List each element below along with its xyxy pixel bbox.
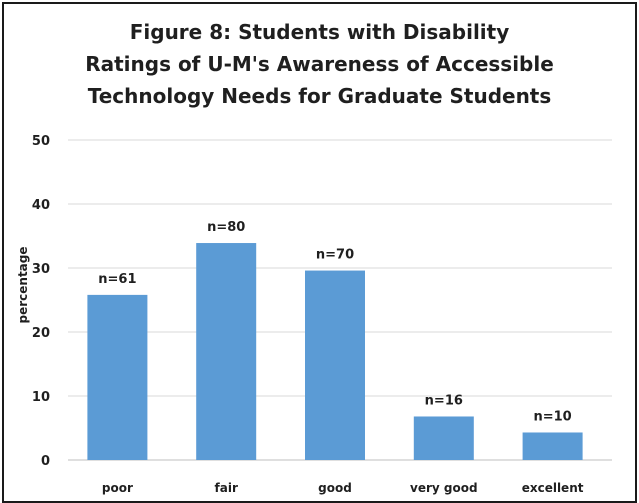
bar-fair (196, 243, 257, 460)
data-label: n=70 (316, 248, 354, 263)
x-tick-label: poor (102, 481, 133, 495)
chart-title-line-2: Ratings of U-M's Awareness of Accessible (85, 52, 554, 76)
bar-excellent (522, 432, 583, 460)
x-tick-label: very good (410, 481, 478, 495)
y-tick-label: 10 (32, 390, 50, 405)
y-tick-label: 20 (32, 326, 50, 341)
chart-title-line-3: Technology Needs for Graduate Students (87, 84, 552, 108)
x-tick-label: fair (215, 481, 238, 495)
bar-very-good (413, 416, 474, 460)
y-tick-label: 40 (32, 198, 50, 213)
bar-poor (87, 294, 148, 460)
chart-title-line-1: Figure 8: Students with Disability (129, 20, 510, 44)
y-tick-label: 0 (41, 454, 50, 469)
bar-good (305, 270, 365, 460)
data-label: n=10 (533, 409, 571, 424)
y-axis-label: percentage (16, 246, 30, 323)
x-tick-label: good (318, 481, 352, 495)
y-tick-label: 30 (32, 262, 50, 277)
x-tick-label: excellent (522, 481, 584, 495)
y-tick-label: 50 (32, 134, 50, 149)
data-label: n=80 (207, 220, 245, 235)
data-label: n=61 (98, 272, 136, 287)
data-label: n=16 (425, 393, 463, 408)
